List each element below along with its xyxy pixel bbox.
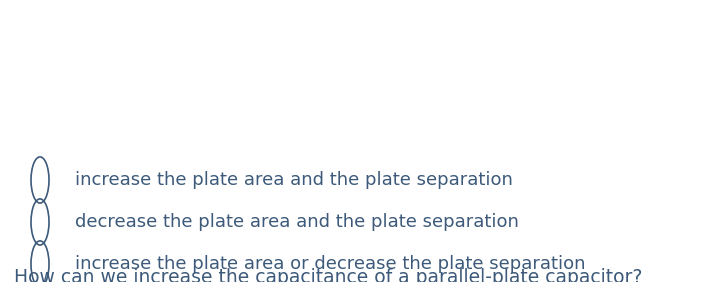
Text: decrease the plate area and the plate separation: decrease the plate area and the plate se… [75, 213, 519, 231]
Text: increase the plate area or decrease the plate separation: increase the plate area or decrease the … [75, 255, 586, 273]
Text: How can we increase the capacitance of a parallel-plate capacitor?: How can we increase the capacitance of a… [14, 268, 642, 282]
Text: increase the plate area and the plate separation: increase the plate area and the plate se… [75, 171, 513, 189]
